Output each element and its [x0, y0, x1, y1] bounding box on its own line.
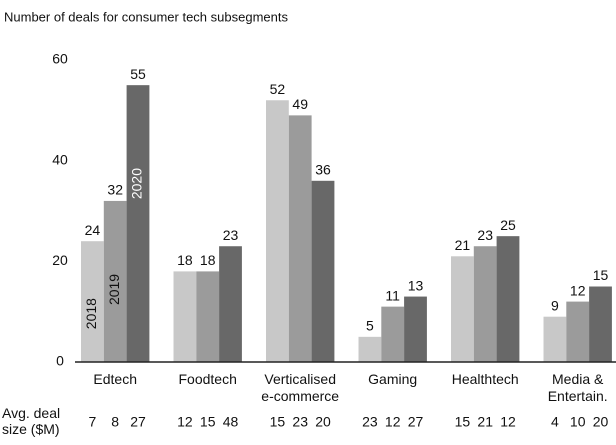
bar	[566, 301, 590, 362]
data-label: 18	[177, 252, 193, 268]
avg-deal-label: Avg. deal size ($M)	[2, 405, 60, 437]
data-label: 15	[593, 267, 609, 283]
avg-deal-value: 4	[551, 414, 559, 430]
bar	[266, 100, 289, 363]
avg-deal-value: 23	[362, 414, 378, 430]
data-label: 11	[385, 287, 400, 303]
bar	[173, 271, 197, 362]
x-tick-label: Media & Entertain.	[548, 371, 608, 404]
chart-title: Number of deals for consumer tech subseg…	[4, 9, 288, 24]
data-label: 21	[455, 237, 471, 253]
data-label: 49	[292, 96, 308, 112]
legend-label: 2018	[83, 298, 99, 329]
data-label: 55	[130, 66, 146, 82]
avg-deal-value: 12	[385, 414, 401, 430]
data-label: 12	[570, 282, 586, 298]
data-label: 13	[408, 277, 424, 293]
avg-deal-value: 15	[270, 414, 286, 430]
bar	[81, 241, 104, 362]
data-label: 36	[315, 162, 331, 178]
avg-deal-value: 12	[177, 414, 193, 430]
bar	[381, 306, 405, 362]
bar	[288, 115, 312, 362]
legend-label: 2020	[129, 168, 145, 199]
bar	[473, 246, 497, 362]
data-label: 32	[107, 182, 123, 198]
avg-deal-value: 15	[455, 414, 471, 430]
data-label: 23	[223, 227, 239, 243]
bar	[126, 85, 150, 363]
y-tick-label: 60	[52, 51, 68, 67]
bar	[311, 180, 335, 362]
avg-deal-value: 27	[130, 414, 146, 430]
avg-deal-value: 20	[593, 414, 609, 430]
bar	[196, 271, 220, 362]
data-label: 25	[500, 217, 516, 233]
x-tick-label: Edtech	[93, 371, 137, 387]
bar	[543, 316, 567, 362]
avg-deal-value: 15	[200, 414, 216, 430]
y-tick-label: 40	[52, 151, 68, 167]
avg-deal-value: 23	[292, 414, 308, 430]
avg-deal-value: 48	[223, 414, 239, 430]
x-tick-label: Foodtech	[179, 371, 237, 387]
avg-deal-value: 7	[89, 414, 97, 430]
x-tick-label: Gaming	[368, 371, 417, 387]
x-tick-label: Verticalised e-commerce	[261, 371, 339, 404]
bar	[496, 236, 520, 362]
avg-deal-value: 10	[570, 414, 586, 430]
data-label: 24	[85, 222, 101, 238]
y-tick-label: 0	[56, 353, 64, 369]
data-label: 9	[551, 297, 559, 313]
bar	[451, 256, 474, 362]
avg-deal-value: 12	[500, 414, 516, 430]
bar	[358, 336, 382, 362]
data-label: 5	[366, 318, 374, 334]
avg-deal-value: 8	[111, 414, 119, 430]
avg-deal-value: 27	[408, 414, 424, 430]
data-label: 52	[270, 81, 286, 97]
y-tick-label: 20	[52, 252, 68, 268]
avg-deal-value: 20	[315, 414, 331, 430]
bar	[589, 286, 612, 362]
bar	[404, 296, 427, 362]
bar	[219, 246, 242, 362]
avg-deal-value: 21	[477, 414, 493, 430]
data-label: 18	[200, 252, 216, 268]
data-label: 23	[477, 227, 493, 243]
legend-label: 2019	[106, 274, 122, 305]
x-tick-label: Healthtech	[452, 371, 519, 387]
bar	[103, 200, 127, 362]
